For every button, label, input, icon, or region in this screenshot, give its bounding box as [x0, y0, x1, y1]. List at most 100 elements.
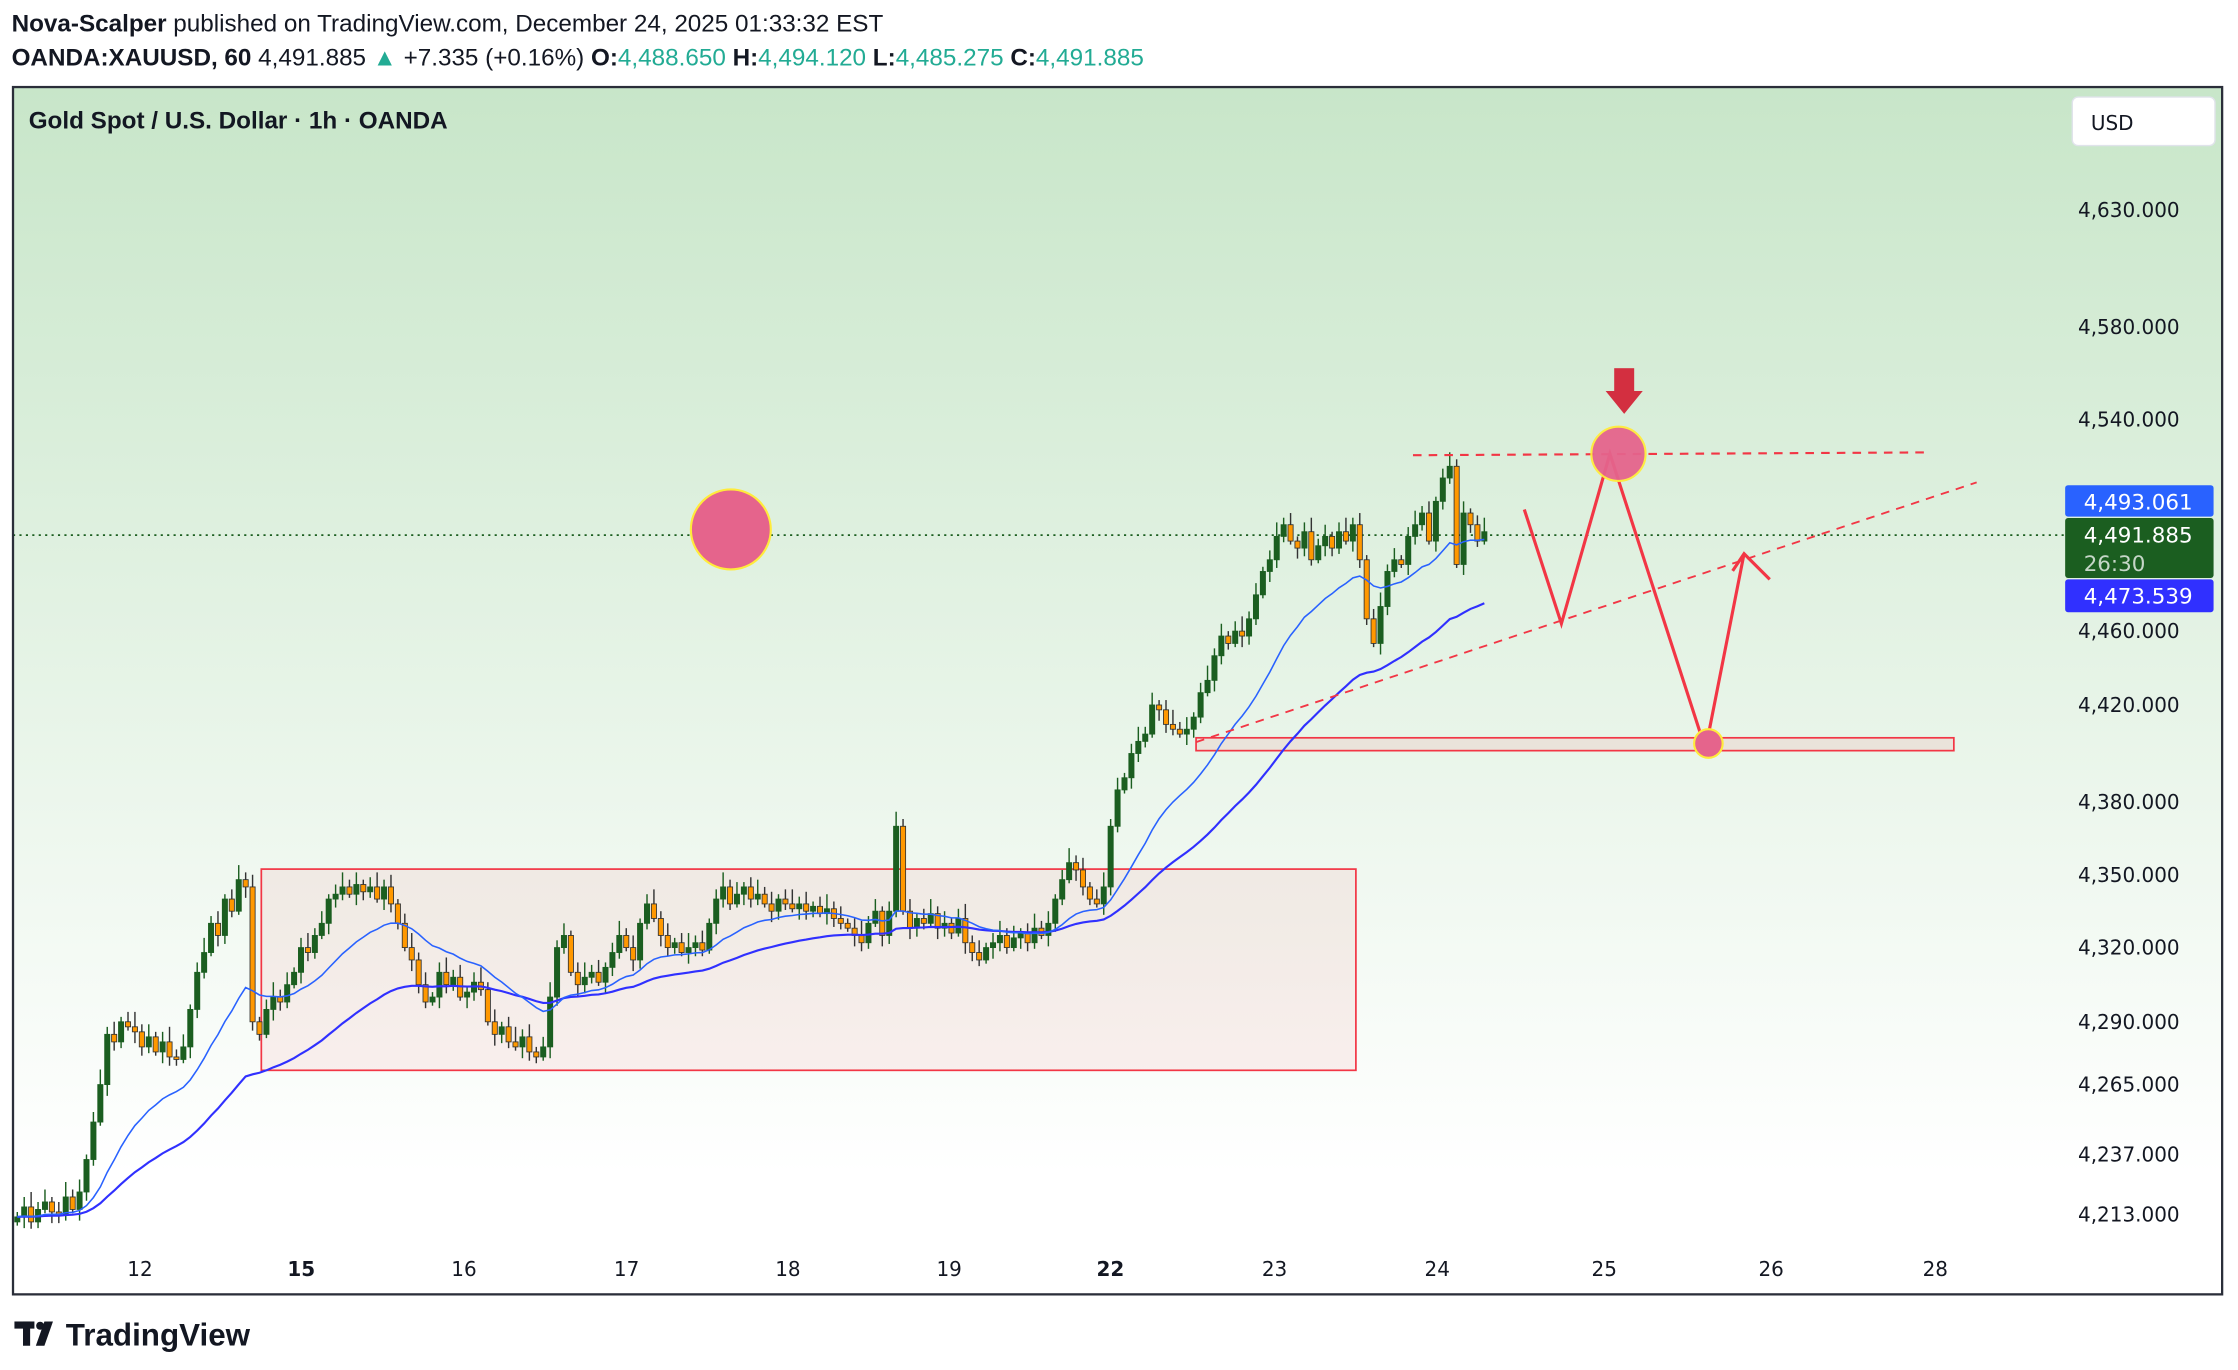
candle-body [339, 886, 346, 895]
price-axis[interactable]: 4,630.000 4,580.000 4,540.000 4,460.000 4,42… [2078, 198, 2180, 1227]
candle-down [1169, 709, 1176, 736]
candle-body [567, 935, 574, 973]
candle-body [1128, 753, 1135, 779]
candle-down [844, 918, 851, 932]
candle-body [450, 976, 457, 986]
candle-body [1308, 531, 1315, 561]
candle-body [560, 935, 567, 949]
plot-area[interactable] [13, 452, 2067, 1230]
trendline-dashed [1195, 481, 1977, 743]
candle-up [796, 896, 803, 920]
candle-body [111, 1033, 118, 1043]
chart-background[interactable] [13, 87, 2223, 1295]
candle-up [1135, 726, 1142, 762]
ema-slow-badge: 4,473.539 [2065, 579, 2214, 613]
candle-up [990, 933, 997, 959]
candle-up [685, 933, 692, 964]
candle-body [1163, 709, 1170, 725]
candle-down [678, 933, 685, 957]
candle-up [381, 879, 388, 910]
candle-up [145, 1024, 152, 1054]
candle-up [14, 1211, 21, 1226]
candle-up [609, 942, 616, 977]
candle-body [720, 886, 727, 900]
candle-up [1121, 772, 1128, 794]
candle-body [1432, 500, 1439, 542]
bar-countdown: 26:30 [2084, 552, 2146, 577]
high-label: H: [733, 45, 759, 72]
candle-body [1190, 716, 1197, 730]
candle-body [242, 879, 249, 888]
candle-body [1405, 535, 1412, 565]
candle-up [367, 877, 374, 898]
candle-up [1266, 550, 1273, 582]
time-tick-label: 25 [1591, 1257, 1616, 1281]
candle-up [1419, 506, 1426, 531]
candle-up [311, 928, 318, 959]
candle-body [581, 976, 588, 986]
candle-body [969, 942, 976, 953]
candle-down [664, 923, 671, 957]
price-tick-label: 4,350.000 [2078, 863, 2180, 887]
candle-body [1211, 655, 1218, 681]
candle-body [1266, 559, 1273, 572]
candle-body [422, 984, 429, 1003]
candle-down [1287, 513, 1294, 545]
candle-down [387, 874, 394, 913]
price-tick-label: 4,320.000 [2078, 936, 2180, 960]
last-price: 4,491.885 [258, 45, 366, 72]
candle-down [948, 918, 955, 940]
last-price-badge: 4,491.885 26:30 [2065, 518, 2214, 578]
candle-body [1322, 535, 1329, 547]
candle-up [284, 972, 291, 1009]
candle-body [443, 971, 450, 986]
candle-body [1052, 898, 1059, 924]
candle-body [187, 1008, 194, 1048]
tradingview-logo[interactable]: TradingView [14, 1318, 251, 1353]
candle-body [630, 947, 637, 961]
candle-body [1169, 723, 1176, 730]
candle-down [962, 903, 969, 954]
candle-down [1467, 508, 1474, 533]
candle-down [1225, 631, 1232, 650]
candle-up [1107, 819, 1114, 896]
candle-body [374, 886, 381, 900]
candle-body [754, 893, 761, 900]
candle-body [858, 935, 865, 944]
time-tick-label: 15 [287, 1257, 315, 1281]
candle-body [906, 910, 913, 929]
candle-up [41, 1189, 48, 1214]
candle-body [1204, 679, 1211, 694]
ema-fast-badge: 4,493.061 [2065, 485, 2214, 517]
candle-down [1093, 889, 1100, 908]
candle-body [1453, 465, 1460, 565]
candle-up [263, 999, 270, 1039]
open-value: 4,488.650 [618, 45, 726, 72]
candle-down [1086, 882, 1093, 906]
candle-body [284, 984, 291, 1003]
last-price-value: 4,491.885 [2084, 523, 2193, 548]
candle-body [962, 918, 969, 944]
time-axis[interactable]: 12 15 16 17 18 19 22 23 24 25 26 28 [127, 1257, 1948, 1281]
candle-body [408, 947, 415, 961]
candle-body [1356, 524, 1363, 561]
candle-down [69, 1189, 76, 1214]
candle-body [1093, 898, 1100, 905]
candle-up [644, 894, 651, 930]
price-tick-label: 4,380.000 [2078, 790, 2180, 814]
published-text: published on TradingView.com, December 2… [167, 10, 884, 37]
author-link[interactable]: Nova-Scalper [12, 10, 168, 37]
candle-body [996, 935, 1003, 944]
candle-body [505, 1026, 512, 1043]
candle-body [733, 893, 740, 905]
candle-down [256, 1016, 263, 1041]
currency-button[interactable]: USD [2071, 96, 2216, 147]
candle-up [1384, 564, 1391, 616]
candle-body [201, 952, 208, 973]
candle-down [1308, 517, 1315, 566]
candle-down [976, 940, 983, 967]
price-tick-label: 4,237.000 [2078, 1143, 2180, 1167]
candle-body [900, 825, 907, 912]
candle-body [1066, 862, 1073, 881]
candle-down [1370, 608, 1377, 648]
